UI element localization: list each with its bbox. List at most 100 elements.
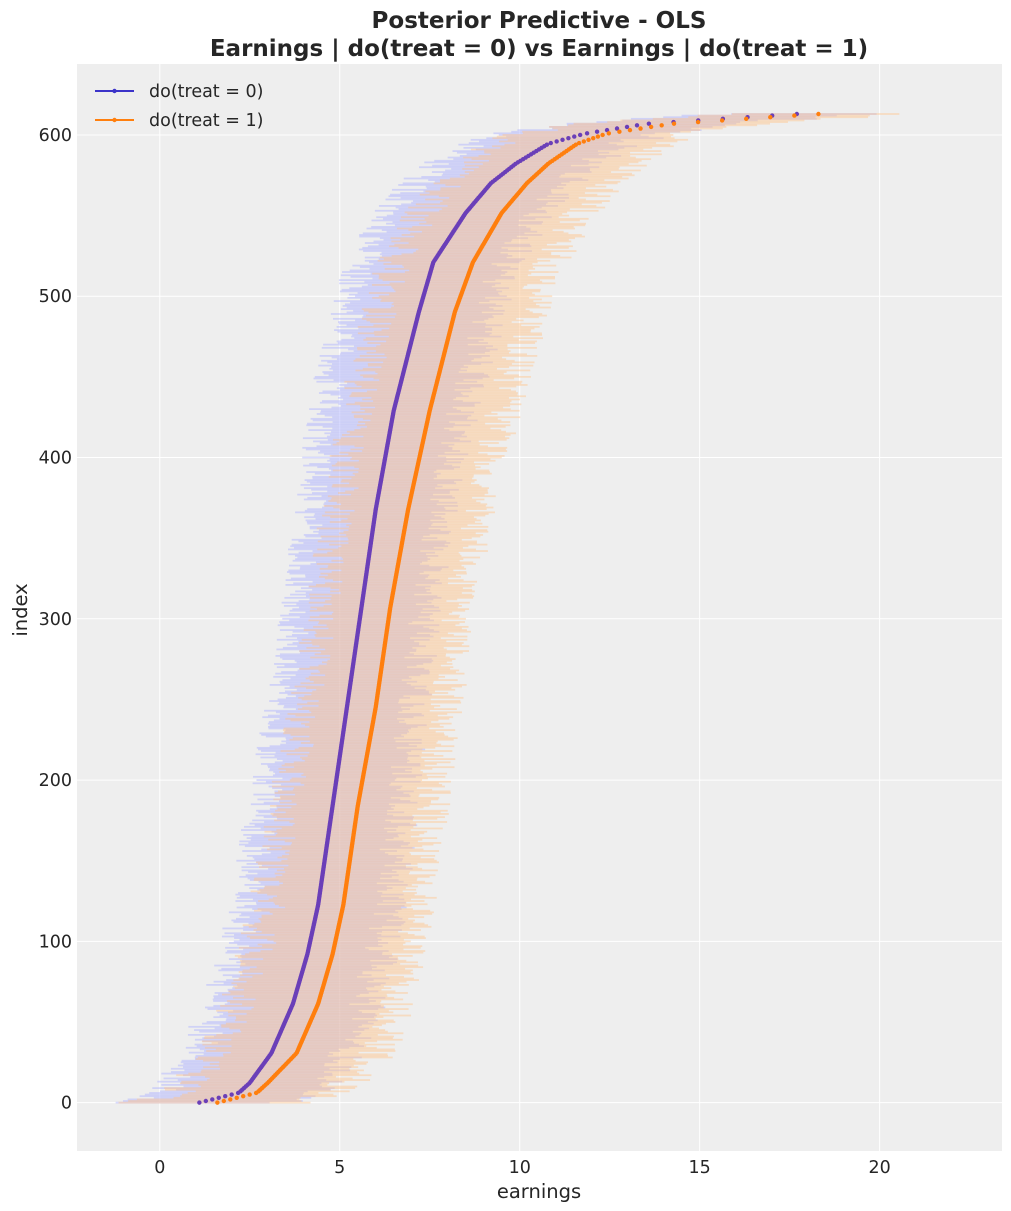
interval-band [281,764,425,767]
interval-band [241,1030,388,1033]
interval-band [245,953,392,956]
interval-band [355,319,485,322]
interval-band [439,179,605,182]
interval-band [336,442,499,444]
interval-band [346,311,482,314]
interval-band [323,343,468,346]
interval-band [351,522,483,525]
interval-band [290,593,415,596]
interval-band [333,506,494,509]
interval-band [344,380,523,383]
mean-point [646,121,652,126]
interval-band [363,338,519,341]
interval-band [272,948,404,951]
interval-band [274,872,409,875]
interval-band [459,155,622,157]
interval-band [254,877,418,880]
interval-band [170,1071,325,1073]
interval-band [323,505,486,507]
interval-band [209,1077,353,1080]
interval-band [318,392,461,394]
interval-band [363,314,493,317]
interval-band [314,513,446,515]
interval-band [196,1045,364,1048]
interval-band [279,621,413,623]
interval-band [393,211,547,214]
interval-band [272,896,437,899]
interval-band [359,235,517,238]
interval-band [270,804,430,807]
interval-band [232,1032,404,1035]
interval-band [177,1064,325,1067]
interval-band [731,113,877,115]
interval-band [434,159,589,162]
interval-band [206,983,381,986]
interval-band [323,453,469,456]
interval-band [313,530,451,533]
interval-band [362,450,508,452]
interval-band [309,725,444,728]
interval-band [370,419,502,422]
interval-band [261,914,415,917]
interval-band [295,674,421,677]
interval-band [291,692,449,694]
interval-band [279,771,423,773]
interval-band [274,792,404,794]
interval-band [681,114,837,117]
interval-band [261,909,396,912]
interval-band [295,708,410,710]
mean-point [624,124,630,130]
interval-band [303,772,448,775]
interval-band [309,735,449,738]
interval-band [315,630,471,633]
interval-band [241,956,389,959]
mean-point [648,124,654,130]
interval-band [214,964,372,967]
interval-band [260,827,385,830]
interval-band [309,408,457,411]
mean-point [234,1095,239,1100]
interval-band [199,1048,339,1051]
interval-band [331,559,460,562]
interval-band [256,966,424,969]
interval-band [731,113,900,115]
interval-band [330,498,485,501]
interval-band [328,500,477,502]
interval-band [266,780,421,783]
interval-band [549,126,713,128]
interval-band [374,334,543,336]
mean-point [210,1097,215,1102]
interval-band [394,288,541,291]
interval-band [362,367,497,370]
interval-band [346,403,522,406]
interval-band [298,696,464,699]
interval-band [161,1072,333,1075]
interval-band [258,900,425,902]
x-tick-label: 10 [509,1158,531,1178]
interval-band [181,1080,345,1083]
interval-band [350,493,485,496]
interval-band [279,717,398,720]
interval-band [261,916,425,919]
interval-band [517,129,702,132]
interval-band [282,788,397,791]
interval-band [393,213,529,215]
interval-band [463,156,636,159]
interval-band [237,985,375,988]
interval-band [379,253,508,256]
interval-band [327,485,443,488]
interval-band [573,122,770,125]
interval-band [312,555,462,557]
interval-band [306,471,434,473]
interval-band [312,475,437,478]
mean-point [566,135,571,141]
interval-band [342,271,508,273]
interval-band [360,298,512,301]
interval-band [350,448,506,451]
interval-band [153,1096,312,1099]
interval-band [234,937,378,940]
interval-band [321,400,463,402]
interval-band [252,908,402,910]
x-tick-label: 15 [689,1158,711,1178]
interval-band [239,977,390,980]
